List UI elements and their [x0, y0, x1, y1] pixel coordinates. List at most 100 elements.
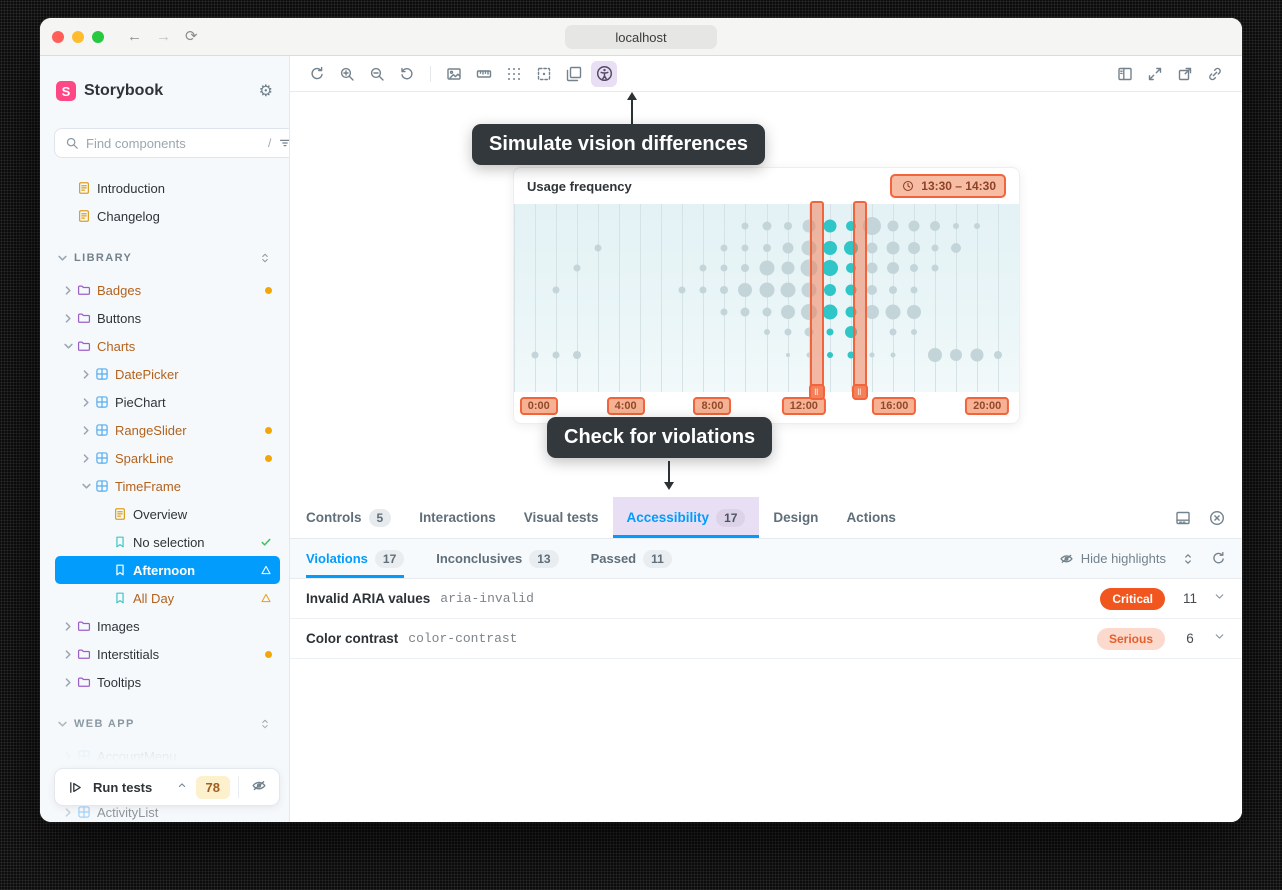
close-window-button[interactable]: [52, 30, 64, 43]
sort-icon[interactable]: [257, 250, 273, 266]
tab-visual-tests[interactable]: Visual tests: [523, 510, 599, 525]
chevron-down-icon: [54, 250, 70, 266]
usage-bubble-chart: ‖ ‖: [514, 201, 1019, 400]
sidebar-section-library[interactable]: LIBRARY: [40, 246, 289, 270]
folder-icon: [76, 646, 92, 662]
bubble: [929, 220, 940, 231]
background-icon[interactable]: [441, 61, 467, 87]
slider-grip[interactable]: ‖: [808, 384, 825, 400]
fullscreen-icon[interactable]: [1142, 61, 1168, 87]
panel-position-icon[interactable]: [1170, 505, 1196, 531]
zoom-reset-icon[interactable]: [394, 61, 420, 87]
chevron-spacer: [60, 180, 76, 196]
range-slider-handle-start[interactable]: ‖: [808, 201, 825, 400]
sidebar-item-tooltips[interactable]: Tooltips: [55, 668, 280, 696]
rerun-checks-icon[interactable]: [1210, 551, 1226, 567]
bubble: [862, 216, 881, 235]
pass-check-icon: [260, 536, 272, 548]
sidebar-item-overview[interactable]: Overview: [55, 500, 280, 528]
minimize-window-button[interactable]: [72, 30, 84, 43]
link-icon[interactable]: [1202, 61, 1228, 87]
sidebar-item-images[interactable]: Images: [55, 612, 280, 640]
sidebar-item-all-day[interactable]: All Day: [55, 584, 280, 612]
bubble: [864, 305, 879, 320]
selected-bubble: [823, 219, 837, 233]
tab-design[interactable]: Design: [773, 510, 819, 525]
forward-button[interactable]: →: [156, 28, 171, 45]
zoom-in-icon[interactable]: [334, 61, 360, 87]
layers-icon[interactable]: [561, 61, 587, 87]
ruler-icon[interactable]: [471, 61, 497, 87]
bubble: [763, 329, 770, 336]
search-box[interactable]: /: [54, 128, 289, 158]
filter-icon[interactable]: [277, 135, 289, 151]
sidebar-section-web-app[interactable]: WEB APP: [40, 712, 289, 736]
sidebar-item-changelog[interactable]: Changelog: [55, 202, 280, 230]
tab-actions[interactable]: Actions: [846, 510, 896, 525]
sidebar-item-no-selection[interactable]: No selection: [55, 528, 280, 556]
slider-grip[interactable]: ‖: [851, 384, 868, 400]
x-tick-label: 16:00: [872, 397, 917, 415]
search-input[interactable]: [86, 135, 262, 151]
subtab-passed[interactable]: Passed 11: [591, 539, 672, 578]
sort-icon[interactable]: [257, 716, 273, 732]
sidebar-item-datepicker[interactable]: DatePicker: [55, 360, 280, 388]
folder-icon: [76, 282, 92, 298]
gear-icon[interactable]: ⚙: [258, 83, 273, 100]
close-panel-icon[interactable]: [1204, 505, 1230, 531]
sidebar-item-buttons[interactable]: Buttons: [55, 304, 280, 332]
hide-highlights-toggle[interactable]: Hide highlights: [1059, 551, 1166, 567]
run-tests-expand-icon[interactable]: [176, 778, 188, 796]
sidebar-item-introduction[interactable]: Introduction: [55, 174, 280, 202]
bubble: [738, 283, 753, 298]
panel-toggle-icon[interactable]: [1112, 61, 1138, 87]
bubble: [573, 351, 582, 360]
sidebar-item-afternoon[interactable]: Afternoon: [55, 556, 280, 584]
open-new-tab-icon[interactable]: [1172, 61, 1198, 87]
violation-row-color-contrast[interactable]: Color contrast color-contrast Serious 6: [290, 619, 1242, 659]
sidebar-item-interstitials[interactable]: Interstitials: [55, 640, 280, 668]
bubble: [720, 308, 728, 316]
chevron-down-icon: [78, 478, 94, 494]
chevron-down-icon[interactable]: [1213, 590, 1226, 608]
bubble: [890, 352, 896, 358]
bubble: [910, 329, 917, 336]
sidebar-item-activitylist[interactable]: ActivityList: [55, 798, 280, 822]
watch-mode-icon[interactable]: [247, 777, 271, 798]
bubble: [909, 263, 918, 272]
bubble: [866, 285, 877, 296]
range-slider-handle-end[interactable]: ‖: [851, 201, 868, 400]
collapse-all-icon[interactable]: [1180, 551, 1196, 567]
sidebar-item-rangeslider[interactable]: RangeSlider: [55, 416, 280, 444]
component-icon: [76, 748, 92, 764]
story-icon: [112, 534, 128, 550]
sidebar-item-badges[interactable]: Badges: [55, 276, 280, 304]
address-bar[interactable]: localhost: [565, 25, 717, 49]
violation-row-aria-invalid[interactable]: Invalid ARIA values aria-invalid Critical 1…: [290, 579, 1242, 619]
tab-accessibility[interactable]: Accessibility 17: [612, 497, 760, 538]
sidebar-item-sparkline[interactable]: SparkLine: [55, 444, 280, 472]
browser-window: ← → ⟳ localhost S Storybook ⚙ /: [40, 18, 1242, 822]
chevron-spacer: [96, 534, 112, 550]
subtab-inconclusives[interactable]: Inconclusives 13: [436, 539, 559, 578]
chart-x-axis: 0:00 4:00 8:00 12:00 16:00 20:00: [514, 392, 1019, 423]
reload-button[interactable]: ⟳: [185, 28, 198, 45]
grid-icon[interactable]: [501, 61, 527, 87]
tab-interactions[interactable]: Interactions: [419, 510, 496, 525]
outline-icon[interactable]: [531, 61, 557, 87]
sidebar-item-accountmenu[interactable]: AccountMenu: [55, 742, 280, 770]
chevron-down-icon[interactable]: [1213, 630, 1226, 648]
zoom-out-icon[interactable]: [364, 61, 390, 87]
sidebar-item-piechart[interactable]: PieChart: [55, 388, 280, 416]
accessibility-icon[interactable]: [591, 60, 617, 87]
back-button[interactable]: ←: [127, 28, 142, 45]
remount-icon[interactable]: [304, 61, 330, 87]
subtab-violations[interactable]: Violations 17: [306, 539, 405, 578]
zoom-window-button[interactable]: [92, 30, 104, 43]
run-tests-bar[interactable]: Run tests 78: [54, 768, 280, 806]
tab-controls[interactable]: Controls 5: [292, 497, 405, 538]
run-tests-count-badge: 78: [195, 775, 230, 799]
canvas-toolbar: [290, 56, 1242, 92]
sidebar-item-charts[interactable]: Charts: [55, 332, 280, 360]
sidebar-item-timeframe[interactable]: TimeFrame: [55, 472, 280, 500]
